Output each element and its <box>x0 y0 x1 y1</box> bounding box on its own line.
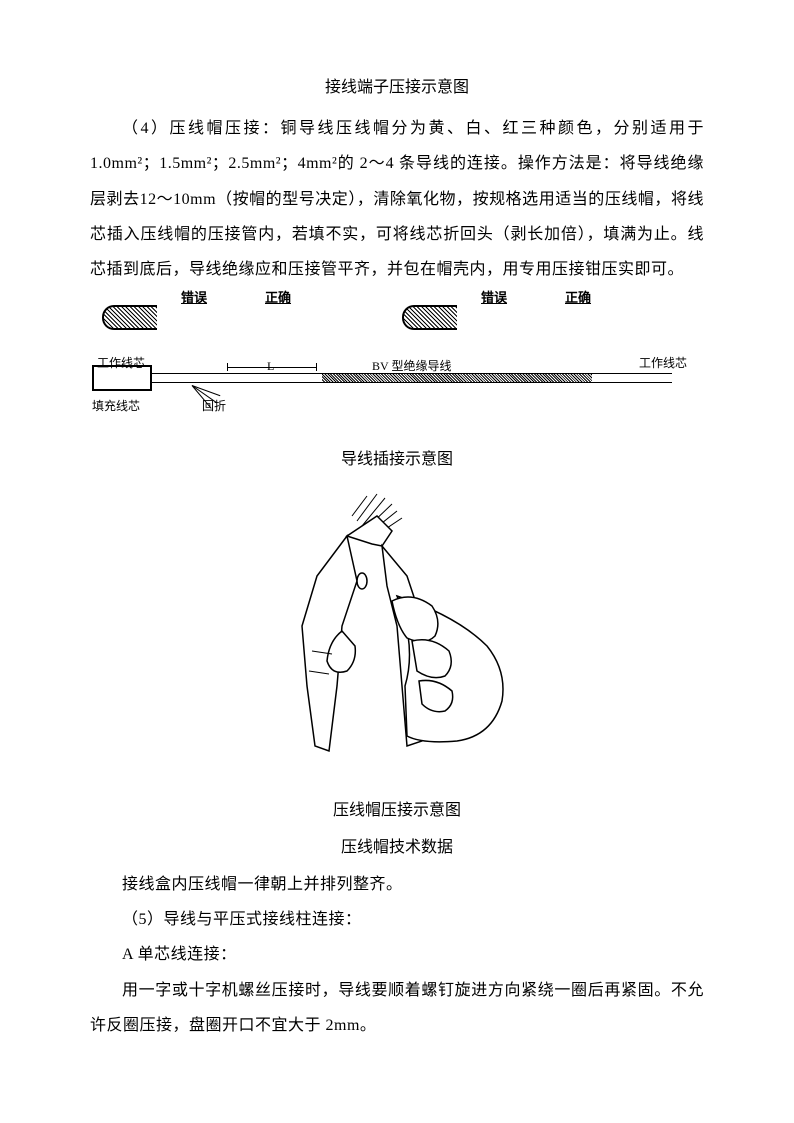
crimping-hand-diagram <box>90 486 704 789</box>
caption-crimping: 压线帽压接示意图 <box>90 793 704 828</box>
caption-tech-data: 压线帽技术数据 <box>90 830 704 865</box>
label-wrong: 错误 <box>181 284 207 313</box>
label-correct: 正确 <box>265 284 291 313</box>
paragraph-section-4: （4）压线帽压接：铜导线压线帽分为黄、白、红三种颜色，分别适用于 1.0mm²；… <box>90 111 704 287</box>
caption-wire-insertion: 导线插接示意图 <box>90 442 704 477</box>
paragraph-section-5: （5）导线与平压式接线柱连接： <box>90 902 704 937</box>
page-title: 接线端子压接示意图 <box>90 70 704 105</box>
paragraph-a-single-core: A 单芯线连接： <box>90 937 704 972</box>
wire-insertion-diagram: 错误 正确 错误 正确 工作线芯 <box>90 295 704 438</box>
label-fill-core: 填充线芯 <box>92 393 140 419</box>
label-correct-2: 正确 <box>565 284 591 313</box>
paragraph-junction-box: 接线盒内压线帽一律朝上并排列整齐。 <box>90 867 704 902</box>
paragraph-screw-crimp: 用一字或十字机螺丝压接时，导线要顺着螺钉旋进方向紧绕一圈后再紧固。不允许反圈压接… <box>90 973 704 1043</box>
label-wrong-2: 错误 <box>481 284 507 313</box>
